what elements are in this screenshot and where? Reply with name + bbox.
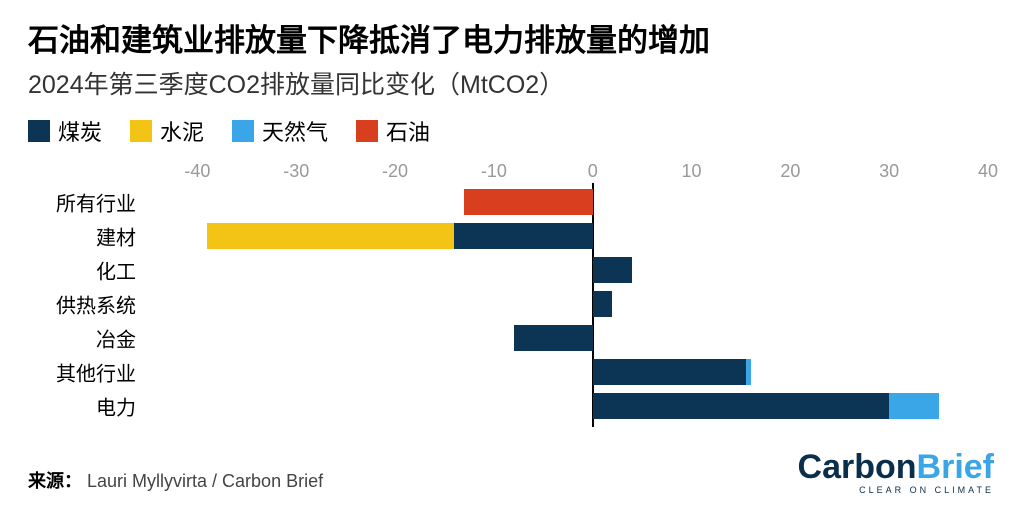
x-axis: -40-30-20-10010203040 [148,161,988,187]
bar-segment [593,393,889,419]
bar-row: 其他行业 [148,357,988,387]
bar-row: 供热系统 [148,289,988,319]
axis-tick: 30 [879,161,899,182]
legend-label: 石油 [386,115,430,147]
bar-segment [207,223,454,249]
legend-label: 水泥 [160,115,204,147]
bar-row: 所有行业 [148,187,988,217]
bar-segment [593,291,613,317]
bar-segment [746,359,751,385]
plot-area: 所有行业建材化工供热系统冶金其他行业电力 [148,187,988,427]
brand-logo: CarbonBrief CLEAR ON CLIMATE [798,448,994,495]
axis-tick: -30 [283,161,309,182]
bar-row: 化工 [148,255,988,285]
source-line: 来源： Lauri Myllyvirta / Carbon Brief [28,467,323,493]
brand-wordmark: CarbonBrief [798,448,994,487]
row-label: 其他行业 [56,357,136,386]
bar-segment [514,325,593,351]
bar-segment [593,359,746,385]
bar-row: 电力 [148,391,988,421]
legend-label: 天然气 [262,115,328,147]
bar-segment [454,223,592,249]
bar-segment [593,257,633,283]
axis-tick: 20 [780,161,800,182]
legend-swatch [232,120,254,142]
legend: 煤炭 水泥 天然气 石油 [28,115,996,147]
brand-word-1: Carbon [798,448,917,486]
chart-area: -40-30-20-10010203040 所有行业建材化工供热系统冶金其他行业… [148,161,988,436]
legend-swatch [28,120,50,142]
legend-swatch [356,120,378,142]
axis-tick: -10 [481,161,507,182]
bar-row: 建材 [148,221,988,251]
row-label: 建材 [96,221,136,250]
legend-swatch [130,120,152,142]
chart-title: 石油和建筑业排放量下降抵消了电力排放量的增加 [28,22,996,61]
legend-item: 水泥 [130,115,204,147]
legend-item: 天然气 [232,115,328,147]
axis-tick: -40 [184,161,210,182]
brand-word-2: Brief [917,448,994,486]
bar-segment [889,393,938,419]
row-label: 冶金 [96,323,136,352]
legend-item: 石油 [356,115,430,147]
chart-page: 石油和建筑业排放量下降抵消了电力排放量的增加 2024年第三季度CO2排放量同比… [0,0,1024,513]
legend-label: 煤炭 [58,115,102,147]
row-label: 电力 [96,391,136,420]
source-value: Lauri Myllyvirta / Carbon Brief [87,471,323,491]
axis-tick: -20 [382,161,408,182]
axis-tick: 10 [682,161,702,182]
legend-item: 煤炭 [28,115,102,147]
source-label: 来源： [28,471,82,491]
row-label: 供热系统 [56,289,136,318]
row-label: 所有行业 [56,187,136,216]
row-label: 化工 [96,255,136,284]
axis-tick: 40 [978,161,998,182]
bar-segment [464,189,592,215]
chart-subtitle: 2024年第三季度CO2排放量同比变化（MtCO2） [28,65,996,101]
bar-row: 冶金 [148,323,988,353]
axis-tick: 0 [588,161,598,182]
